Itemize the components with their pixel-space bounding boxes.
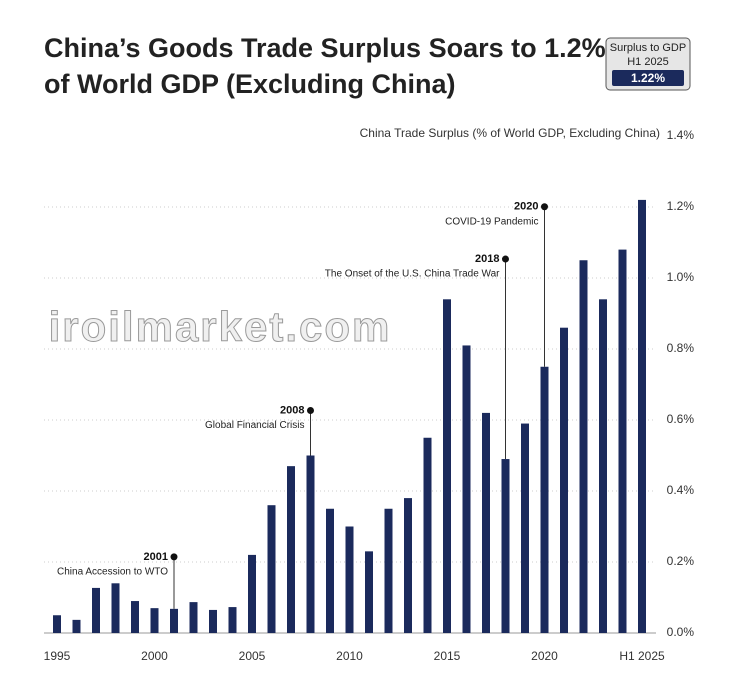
bar: [248, 554, 256, 633]
bar: [599, 299, 607, 633]
bar: [150, 608, 159, 633]
bar: [423, 437, 432, 633]
bar: [267, 505, 276, 633]
bar: [638, 199, 646, 633]
annotation-dot: [170, 553, 178, 561]
bar: [540, 366, 549, 633]
annotation-text: China Accession to WTO: [57, 567, 168, 578]
annotation-year: 2001: [144, 551, 168, 563]
y-tick-label: 1.4%: [667, 128, 695, 142]
annotation-dot: [307, 407, 314, 414]
x-tick-label: H1 2025: [619, 649, 665, 663]
badge-value: 1.22%: [631, 71, 665, 85]
annotation-text: COVID-19 Pandemic: [445, 216, 538, 227]
badge-title: Surplus to GDP: [610, 42, 686, 54]
bar: [579, 260, 588, 633]
x-tick-label: 1995: [44, 649, 71, 663]
x-tick-label: 2020: [531, 649, 558, 663]
bar: [404, 498, 412, 633]
annotation-text: Global Financial Crisis: [205, 420, 304, 431]
bar: [131, 601, 139, 633]
x-tick-label: 2000: [141, 649, 168, 663]
bar: [287, 466, 295, 633]
bar: [228, 607, 237, 633]
y-tick-label: 0.0%: [667, 625, 695, 639]
y-tick-label: 1.2%: [667, 199, 695, 213]
bar: [365, 551, 373, 633]
watermark: iroilmarket.com: [49, 303, 392, 350]
badge-value-box: [612, 70, 684, 86]
bar: [521, 423, 529, 633]
chart-title: China’s Goods Trade Surplus Soars to 1.2…: [44, 33, 606, 63]
bar: [209, 609, 217, 633]
bar: [306, 455, 315, 633]
bar: [443, 299, 451, 633]
x-tick-label: 2015: [434, 649, 461, 663]
annotation-year: 2020: [514, 201, 538, 213]
y-tick-label: 0.6%: [667, 412, 695, 426]
bar: [92, 587, 100, 633]
y-axis-title: China Trade Surplus (% of World GDP, Exc…: [360, 126, 660, 140]
y-tick-label: 0.2%: [667, 554, 695, 568]
bar: [326, 508, 334, 633]
annotation-dot: [502, 255, 509, 263]
bar: [189, 602, 198, 633]
bar: [560, 327, 568, 633]
y-tick-label: 0.8%: [667, 341, 695, 355]
bar: [501, 459, 510, 633]
bar: [111, 583, 120, 633]
x-tick-label: 2005: [239, 649, 266, 663]
y-tick-label: 1.0%: [667, 270, 695, 284]
y-tick-label: 0.4%: [667, 483, 695, 497]
annotation-text: The Onset of the U.S. China Trade War: [325, 269, 500, 280]
bar: [482, 412, 490, 633]
chart-title: of World GDP (Excluding China): [44, 69, 456, 99]
annotation-dot: [541, 203, 548, 211]
bar: [618, 249, 627, 633]
badge-period: H1 2025: [627, 56, 669, 68]
x-tick-label: 2010: [336, 649, 363, 663]
bar: [462, 345, 471, 633]
bar: [170, 608, 178, 633]
bar: [72, 619, 81, 633]
bar: [345, 526, 354, 633]
annotation-year: 2008: [280, 404, 304, 416]
annotation-year: 2018: [475, 253, 499, 265]
bar: [384, 508, 393, 633]
bar: [53, 615, 61, 633]
